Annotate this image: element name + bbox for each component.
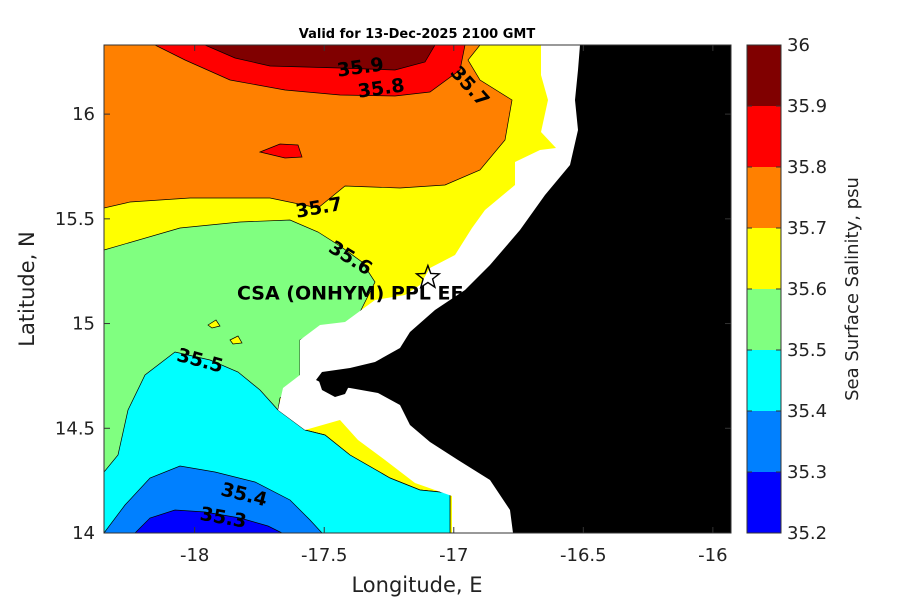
band-35.8-35.9-patch — [258, 143, 303, 159]
patch-35.6-b — [229, 335, 243, 345]
colorbar-segment — [747, 106, 781, 167]
colorbar-segment — [747, 472, 781, 533]
chart-title: Valid for 13-Dec-2025 2100 GMT — [299, 27, 536, 42]
colorbar-label: 35.3 — [787, 462, 827, 483]
x-tick-label: -16 — [698, 545, 727, 566]
band-35.2-35.3 — [134, 509, 283, 533]
colorbar-label: 35.4 — [787, 401, 827, 422]
colorbar-segment — [747, 350, 781, 411]
y-tick-label: 15.5 — [55, 209, 95, 230]
colorbar-segment — [747, 411, 781, 472]
patch-35.6-a — [207, 319, 221, 329]
plot-frame — [103, 44, 732, 534]
colorbar-title: Sea Surface Salinity, psu — [842, 177, 863, 401]
y-tick-label: 14 — [72, 523, 95, 544]
site-marker-group: CSA (ONHYM) PPL EE — [237, 263, 463, 304]
x-axis: -18 -17.5 -17 -16.5 -16 — [180, 45, 728, 566]
colorbar-label: 35.9 — [787, 96, 827, 117]
colorbar-label: 35.7 — [787, 218, 827, 239]
plot-area — [104, 45, 731, 533]
y-tick-label: 16 — [72, 104, 95, 125]
colorbar-segment — [747, 167, 781, 228]
land-mass — [316, 45, 731, 533]
y-tick-label: 15 — [72, 314, 95, 335]
x-axis-label: Longitude, E — [351, 573, 482, 597]
colorbar-label: 35.5 — [787, 340, 827, 361]
x-tick-label: -17 — [439, 545, 468, 566]
colorbar: 35.2 35.3 35.4 35.5 35.6 35.7 35.8 35.9 36 — [746, 35, 827, 544]
colorbar-label: 35.2 — [787, 523, 827, 544]
colorbar-segment — [747, 289, 781, 350]
y-tick-label: 14.5 — [55, 418, 95, 439]
y-axis: 14 14.5 15 15.5 16 — [55, 104, 731, 544]
colorbar-label: 36 — [787, 35, 810, 56]
x-tick-label: -16.5 — [560, 545, 607, 566]
cape-island — [318, 373, 350, 397]
colorbar-label: 35.8 — [787, 157, 827, 178]
colorbar-segment — [747, 45, 781, 106]
colorbar-label: 35.6 — [787, 279, 827, 300]
site-star-icon — [414, 263, 442, 289]
band-35.9-36 — [204, 45, 436, 71]
x-tick-label: -17.5 — [301, 545, 348, 566]
colorbar-segment — [747, 228, 781, 289]
y-axis-label: Latitude, N — [15, 231, 39, 347]
site-label: CSA (ONHYM) PPL EE — [237, 282, 463, 304]
x-tick-label: -18 — [180, 545, 209, 566]
